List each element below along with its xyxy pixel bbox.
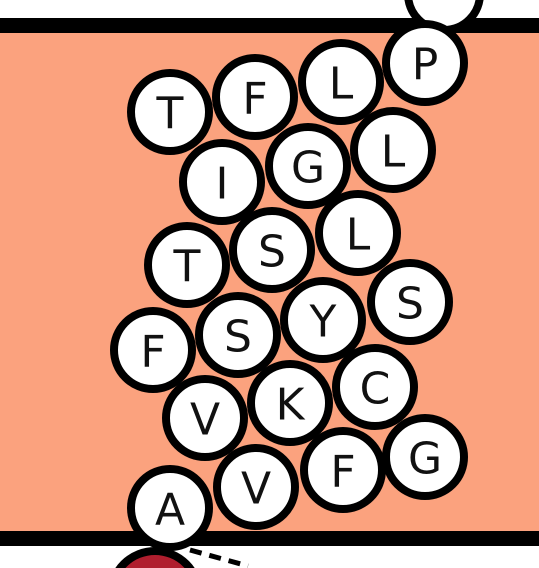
residue: L	[315, 190, 401, 276]
residue-circle	[367, 259, 453, 345]
residue: C	[332, 344, 418, 430]
residue-letter: F	[140, 327, 165, 378]
residue-letter: K	[276, 380, 306, 431]
residue: I	[179, 139, 265, 225]
residue-letter: F	[242, 74, 267, 125]
residue-circle	[247, 360, 333, 446]
residue-circle	[213, 444, 299, 530]
residue: G	[265, 123, 351, 209]
residue-circle	[350, 107, 436, 193]
residue-circle	[298, 39, 384, 125]
residue: A	[127, 465, 213, 551]
residue-letter: T	[173, 242, 201, 293]
residue-letter: L	[381, 127, 406, 178]
residue-letter: A	[155, 485, 185, 536]
residue: K	[247, 360, 333, 446]
residue-letter: T	[156, 89, 184, 140]
outside-residue-bottom	[115, 547, 195, 568]
residue-letter: S	[224, 312, 252, 363]
residue-letter: F	[330, 447, 355, 498]
residue-circle	[195, 292, 281, 378]
residue-letter: P	[412, 40, 439, 91]
residue-letter: S	[396, 279, 424, 330]
residue-letter: C	[360, 364, 391, 415]
residue: Y	[280, 277, 366, 363]
residue-circle	[127, 465, 213, 551]
residue: V	[162, 375, 248, 461]
residue: S	[367, 259, 453, 345]
residue-circle	[127, 69, 213, 155]
residue: L	[298, 39, 384, 125]
residue-circle	[229, 207, 315, 293]
residue-circle	[265, 123, 351, 209]
residue-letter: V	[241, 464, 271, 515]
residue: S	[195, 292, 281, 378]
residue-letter: I	[216, 159, 229, 210]
residue: F	[110, 307, 196, 393]
residue: F	[300, 427, 386, 513]
residue-letter: G	[408, 434, 442, 485]
residue: T	[144, 222, 230, 308]
residue: F	[212, 54, 298, 140]
residue-letter: Y	[309, 297, 337, 348]
residue-circle	[162, 375, 248, 461]
residue-circle	[144, 222, 230, 308]
residue-circle	[382, 414, 468, 500]
residue: P	[382, 20, 468, 106]
residue: S	[229, 207, 315, 293]
residue-letter: V	[190, 395, 220, 446]
residue-letter: G	[291, 143, 325, 194]
membrane-bottom-border	[0, 531, 539, 546]
residue-circle	[110, 307, 196, 393]
residue-circle	[212, 54, 298, 140]
residue-circle	[332, 344, 418, 430]
residue: V	[213, 444, 299, 530]
residue-circle	[300, 427, 386, 513]
residue: T	[127, 69, 213, 155]
residue-letter: S	[258, 227, 286, 278]
residue-circle	[315, 190, 401, 276]
residue-circle	[280, 277, 366, 363]
residue-circle	[179, 139, 265, 225]
residue-letter: L	[346, 210, 371, 261]
residue-letter: L	[329, 59, 354, 110]
dashed-bond	[189, 547, 249, 568]
residue: G	[382, 414, 468, 500]
residue-circle	[382, 20, 468, 106]
residue: L	[350, 107, 436, 193]
